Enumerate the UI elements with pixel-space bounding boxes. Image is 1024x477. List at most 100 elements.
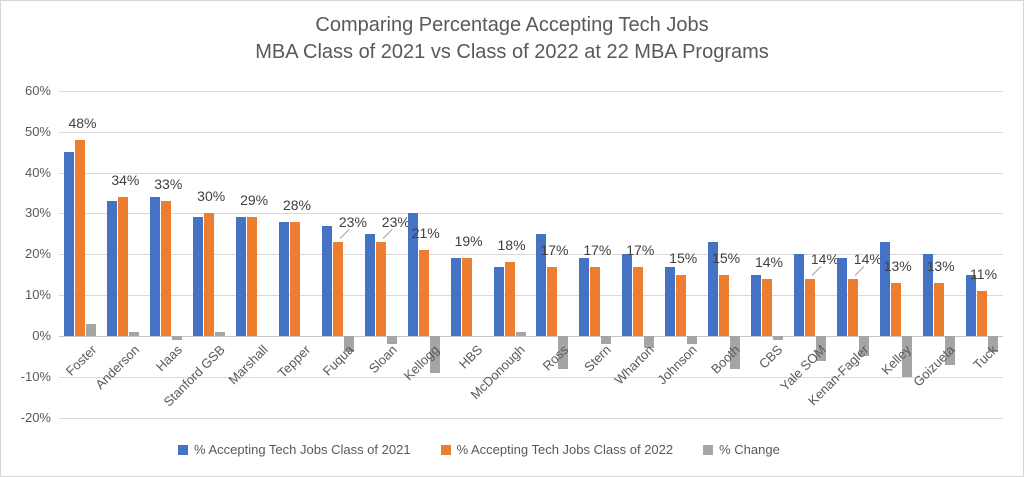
bar-class-2021-hbs	[450, 258, 461, 336]
gridline-60	[59, 90, 1003, 92]
chart-title-line1: Comparing Percentage Accepting Tech Jobs	[315, 14, 709, 36]
bar-class-2022-ross	[547, 266, 558, 336]
bar-pct-change-ross	[558, 336, 569, 369]
x-label-tepper: Tepper	[274, 342, 314, 381]
data-label-hbs: 19%	[454, 233, 483, 250]
x-label-sloan: Sloan	[365, 342, 400, 377]
gridline-20	[59, 254, 1003, 256]
data-label-tepper: 28%	[282, 196, 312, 213]
legend: % Accepting Tech Jobs Class of 2021 % Acc…	[178, 442, 780, 457]
bar-class-2021-sloan	[364, 233, 375, 336]
data-label-wharton: 17%	[626, 241, 655, 258]
bar-pct-change-foster	[86, 323, 97, 336]
bar-pct-change-mcdonough	[515, 331, 526, 336]
bar-pct-change-yale-som	[815, 336, 826, 361]
legend-item--change: % Change	[703, 442, 780, 457]
bar-class-2021-tuck	[965, 274, 976, 336]
bar-pct-change-haas	[172, 336, 183, 341]
bar-class-2021-tepper	[279, 221, 289, 336]
y-tick-40: 40%	[24, 164, 51, 180]
bar-class-2021-kellogg	[407, 213, 418, 336]
y-tick-10: 10%	[24, 287, 51, 303]
bar-class-2022-booth	[719, 274, 730, 336]
bar-class-2021-johnson	[665, 266, 676, 336]
data-label-kellogg: 21%	[411, 225, 440, 242]
bar-pct-change-cbs	[773, 336, 783, 341]
x-label-goizueta: Goizueta	[909, 342, 958, 390]
gridline-30	[59, 213, 1003, 215]
bar-pct-change-tuck	[987, 336, 998, 353]
gridline-40	[59, 172, 1003, 174]
bar-class-2022-wharton	[633, 266, 644, 336]
x-label-haas: Haas	[152, 342, 185, 375]
data-label-booth: 15%	[712, 249, 741, 266]
y-tick-20: 20%	[24, 246, 51, 262]
legend-swatch-icon	[440, 444, 451, 455]
legend-swatch-icon	[703, 444, 714, 455]
data-label-mcdonough: 18%	[497, 237, 526, 254]
y-tick-50: 50%	[24, 123, 51, 139]
bar-class-2022-kelley	[890, 282, 901, 336]
data-label-anderson: 34%	[111, 172, 140, 189]
bar-class-2021-wharton	[622, 254, 633, 336]
bar-class-2022-anderson	[118, 197, 129, 336]
bar-class-2022-hbs	[461, 258, 472, 336]
data-label-stanford-gsb: 30%	[197, 188, 226, 205]
bar-class-2022-marshall	[247, 217, 258, 336]
legend-label: % Accepting Tech Jobs Class of 2021	[194, 442, 411, 457]
bar-class-2022-kellogg	[418, 250, 429, 336]
bar-pct-change-stanford-gsb	[215, 331, 226, 336]
bar-class-2022-johnson	[676, 274, 687, 336]
bar-class-2021-booth	[708, 241, 719, 336]
bar-class-2022-goizueta	[933, 282, 944, 336]
leader-line-kenan-fagler	[854, 265, 865, 276]
data-label-goizueta: 13%	[926, 257, 955, 274]
y-tick--20: -20%	[20, 409, 51, 425]
data-label-sloan: 23%	[381, 213, 410, 230]
bar-class-2022-mcdonough	[504, 262, 515, 336]
bar-class-2021-stanford-gsb	[193, 217, 204, 336]
bar-class-2021-mcdonough	[493, 266, 504, 336]
x-label-cbs: CBS	[756, 342, 786, 372]
bar-class-2022-stanford-gsb	[204, 213, 215, 336]
bar-class-2021-kenan-fagler	[836, 258, 847, 336]
bar-class-2021-haas	[150, 197, 161, 336]
data-label-kenan-fagler: 14%	[853, 250, 882, 267]
bar-pct-change-wharton	[644, 336, 655, 349]
x-label-foster: Foster	[62, 342, 100, 379]
bar-class-2021-cbs	[751, 274, 761, 336]
data-label-cbs: 14%	[754, 253, 784, 270]
bar-class-2021-kelley	[879, 241, 890, 336]
chart-title-line2: MBA Class of 2021 vs Class of 2022 at 22…	[255, 41, 769, 63]
y-tick-0: 0%	[32, 328, 51, 343]
bar-pct-change-johnson	[687, 336, 698, 345]
bar-pct-change-kenan-fagler	[858, 336, 869, 357]
legend-item--accepting-tech-jobs-class-of-2022: % Accepting Tech Jobs Class of 2022	[440, 442, 674, 457]
leader-line-fuqua	[339, 228, 350, 239]
bar-class-2022-haas	[161, 201, 172, 336]
x-label-wharton: Wharton	[611, 342, 657, 388]
bar-class-2022-foster	[75, 139, 86, 336]
data-label-johnson: 15%	[669, 249, 698, 266]
gridline-50	[59, 131, 1003, 133]
bar-class-2021-foster	[64, 152, 75, 336]
bar-class-2022-tuck	[976, 291, 987, 336]
bar-class-2022-cbs	[762, 278, 772, 336]
x-label-stern: Stern	[581, 342, 614, 375]
bar-pct-change-anderson	[129, 331, 140, 336]
x-label-fuqua: Fuqua	[319, 342, 357, 379]
data-label-stern: 17%	[583, 241, 612, 258]
bar-class-2022-stern	[590, 266, 601, 336]
bar-class-2021-stern	[579, 258, 590, 336]
x-label-tuck: Tuck	[969, 342, 1001, 373]
bar-class-2022-sloan	[375, 241, 386, 336]
x-label-hbs: HBS	[455, 342, 486, 372]
data-label-ross: 17%	[540, 241, 569, 258]
y-tick-30: 30%	[24, 205, 51, 221]
x-label-marshall: Marshall	[225, 342, 271, 388]
legend-label: % Accepting Tech Jobs Class of 2022	[456, 442, 674, 457]
data-label-haas: 33%	[154, 176, 183, 193]
legend-swatch-icon	[178, 444, 188, 455]
gridline-0	[59, 336, 1003, 337]
